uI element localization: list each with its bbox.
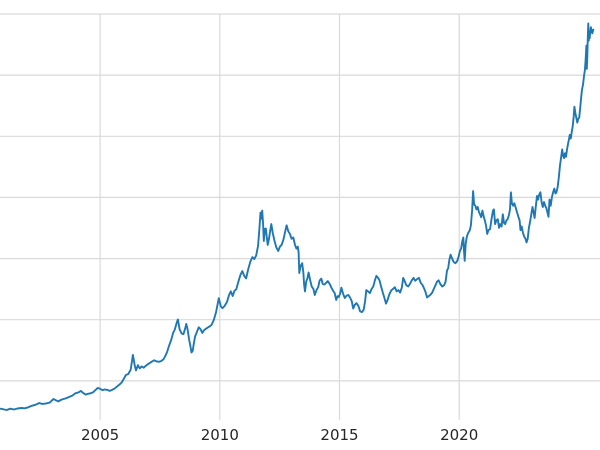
price-line <box>0 22 595 411</box>
